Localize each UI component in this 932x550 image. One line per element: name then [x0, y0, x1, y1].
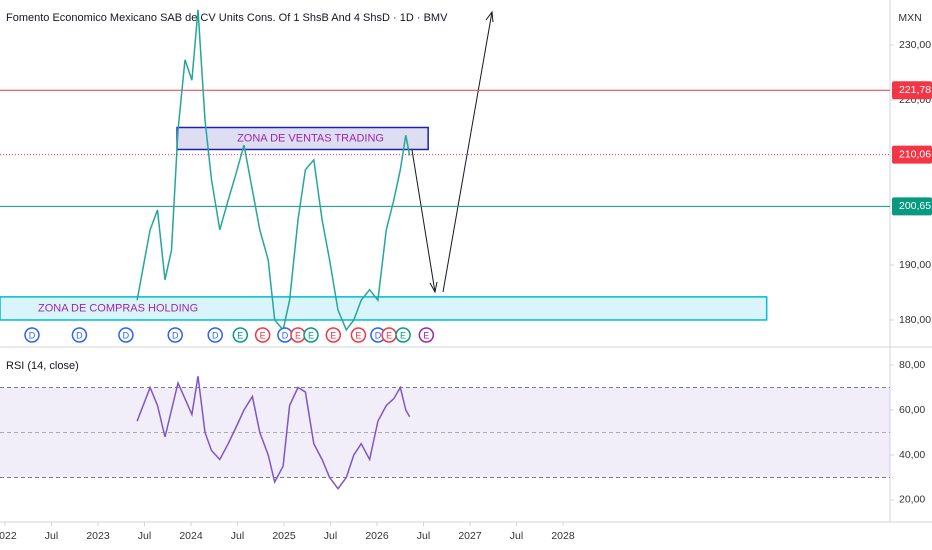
event-label: E [400, 330, 406, 340]
event-marker [207, 327, 223, 343]
event-marker [418, 327, 435, 343]
x-tick-label: 2028 [551, 530, 575, 542]
y-tick-label: 40,00 [899, 449, 925, 461]
event-marker [71, 327, 88, 343]
zone-label: ZONA DE COMPRAS HOLDING [38, 302, 198, 314]
event-marker [325, 327, 342, 343]
rsi-title: RSI (14, close) [6, 360, 79, 372]
x-tick-label: Jul [324, 530, 337, 542]
price-badge [892, 197, 932, 216]
zone-label: ZONA DE VENTAS TRADING [237, 132, 384, 144]
event-label: E [330, 330, 336, 340]
event-marker [395, 327, 411, 343]
x-tick-label: Jul [510, 530, 523, 542]
price-badge [892, 145, 932, 164]
event-marker [254, 327, 271, 343]
x-tick-label: 2023 [86, 530, 110, 542]
event-marker [24, 327, 40, 343]
event-label: E [423, 330, 429, 340]
chart-title: Fomento Economico Mexicano SAB de CV Uni… [6, 12, 448, 24]
event-label: E [295, 330, 301, 340]
event-label: D [212, 330, 219, 340]
x-tick-label: 2026 [365, 530, 389, 542]
zone [0, 296, 768, 321]
series-line [136, 9, 411, 332]
x-tick-label: 2025 [272, 530, 296, 542]
x-tick-label: 2024 [179, 530, 203, 542]
event-label: E [355, 330, 361, 340]
event-label: D [172, 330, 179, 340]
event-label: E [237, 330, 243, 340]
event-label: E [260, 330, 266, 340]
y-tick-label: 180,00 [899, 314, 931, 326]
x-tick-label: 2022 [0, 530, 17, 542]
x-tick-label: Jul [417, 530, 430, 542]
x-tick-label: Jul [231, 530, 244, 542]
event-marker [303, 327, 319, 343]
event-label: D [123, 330, 130, 340]
arrows [411, 10, 494, 294]
event-label: D [29, 330, 36, 340]
event-marker [350, 327, 367, 343]
y-tick-label: 60,00 [899, 404, 925, 416]
event-marker [167, 327, 183, 343]
y-tick-label: 230,00 [899, 39, 931, 51]
event-label: D [282, 330, 289, 340]
price-badge-label: 200,65 [899, 200, 931, 212]
event-label: E [308, 330, 314, 340]
x-tick-label: 2027 [458, 530, 482, 542]
event-marker [118, 327, 134, 343]
event-label: E [386, 330, 392, 340]
price-badge [892, 81, 932, 100]
price-badge-label: 221,78 [899, 84, 931, 96]
y-tick-label: 20,00 [899, 494, 925, 506]
event-label: D [375, 330, 382, 340]
price-badge-label: 210,06 [899, 148, 931, 160]
series-line [136, 376, 411, 490]
event-label: D [76, 330, 83, 340]
currency-label: MXN [898, 12, 921, 24]
y-tick-label: 190,00 [899, 259, 931, 271]
event-marker [232, 327, 249, 343]
y-tick-label: 80,00 [899, 359, 925, 371]
x-tick-label: Jul [45, 530, 58, 542]
x-tick-label: Jul [138, 530, 151, 542]
